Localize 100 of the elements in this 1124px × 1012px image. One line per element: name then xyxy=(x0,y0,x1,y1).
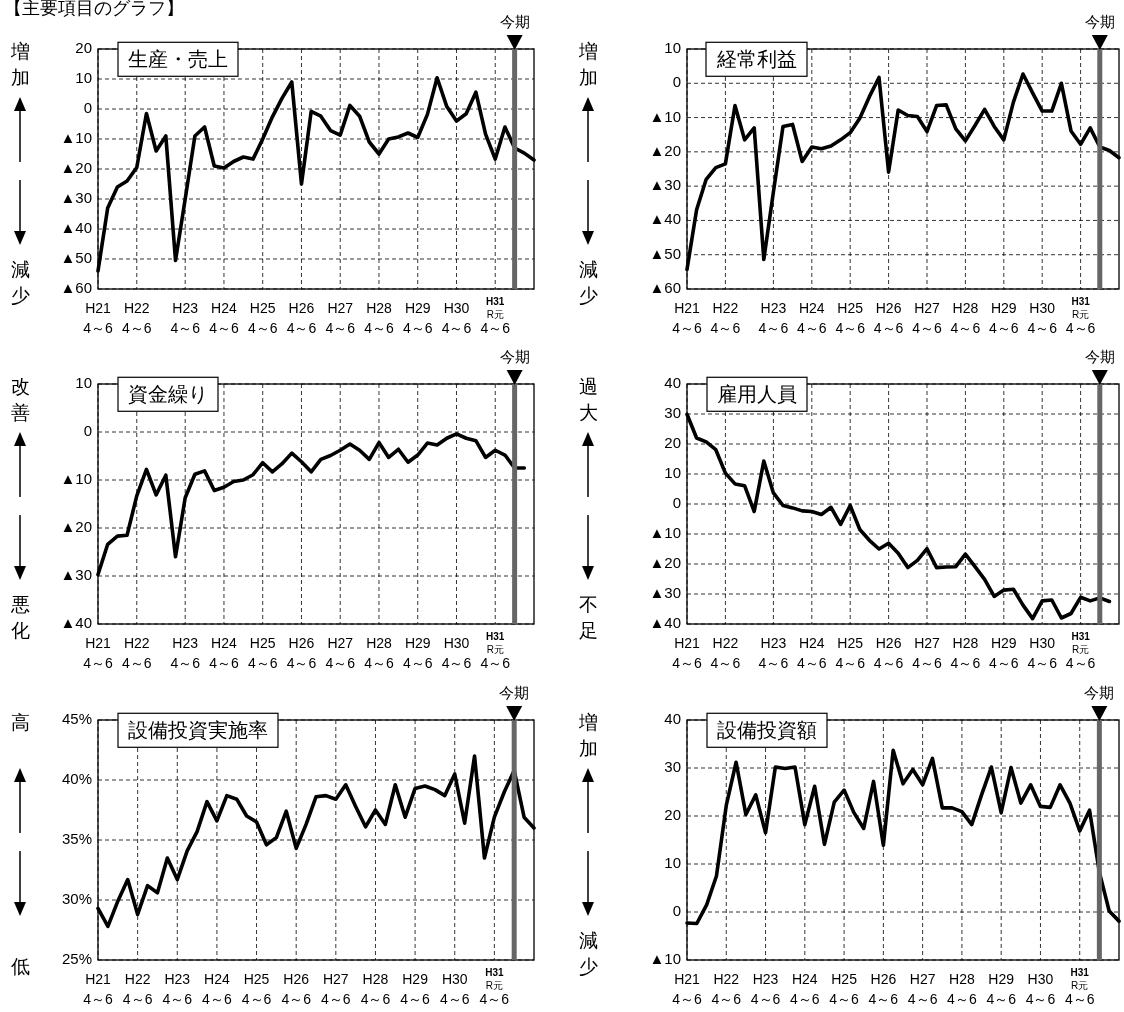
y-tick-label: ▲30 xyxy=(60,565,92,583)
x-tick-label: H22 4～6 xyxy=(710,634,741,671)
x-tick-label: H27 4～6 xyxy=(912,634,942,671)
x-tick-label: H26 4～6 xyxy=(281,970,312,1007)
y-tick-label: 30 xyxy=(664,403,681,421)
x-tick-label: H27 4～6 xyxy=(325,634,356,671)
y-tick-label: ▲20 xyxy=(649,141,681,159)
text: 悪化 xyxy=(9,594,30,641)
y-tick-label: ▲30 xyxy=(60,188,92,206)
x-tick-label: H26 4～6 xyxy=(873,634,904,671)
x-tick-label: H25 4～6 xyxy=(247,634,278,671)
text: 減少 xyxy=(578,930,598,977)
x-tick-label: H30 4～6 xyxy=(441,634,472,671)
x-tick-label: H26 4～6 xyxy=(286,299,317,336)
x-tick-label: H27 4～6 xyxy=(907,970,938,1007)
x-tick-label: H27 4～6 xyxy=(321,970,351,1007)
x-tick-label: H29 4～6 xyxy=(402,299,433,336)
y-tick-label: 0 xyxy=(83,421,92,439)
x-tick-label: H28 4～6 xyxy=(364,634,394,671)
text: 増加 xyxy=(577,41,598,88)
x-tick-label: H27 4～6 xyxy=(325,299,356,336)
x-tick-label: H25 4～6 xyxy=(829,970,860,1007)
x-tick-label: H24 4～6 xyxy=(202,970,232,1007)
y-tick-label: 0 xyxy=(672,901,681,919)
chart-title: 設備投資額 xyxy=(717,719,817,742)
x-tick-label: H21 4～6 xyxy=(672,970,702,1007)
y-tick-label: ▲50 xyxy=(649,244,681,262)
x-tick-label: H21 4～6 xyxy=(83,634,113,671)
y-tick-label: ▲30 xyxy=(649,176,681,194)
text: 今期 xyxy=(1084,13,1115,30)
y-tick-label: ▲20 xyxy=(60,158,92,176)
x-tick-label: H22 4～6 xyxy=(121,634,152,671)
x-tick-label: H26 4～6 xyxy=(868,970,899,1007)
x-tick-label: H30 4～6 xyxy=(441,299,472,336)
y-tick-label: 10 xyxy=(664,463,681,481)
y-tick-label: 40 xyxy=(664,373,681,391)
x-tick-label: H29 4～6 xyxy=(986,970,1017,1007)
y-tick-label: ▲60 xyxy=(649,278,681,296)
x-tick-label: H22 4～6 xyxy=(122,970,153,1007)
text: 低 xyxy=(10,956,30,977)
x-tick-label: H31 R元 4～6 xyxy=(479,966,510,1007)
y-tick-label: ▲20 xyxy=(60,517,92,535)
x-tick-label: H29 4～6 xyxy=(400,970,431,1007)
y-tick-label: 10 xyxy=(75,68,92,86)
x-tick-label: H22 4～6 xyxy=(121,299,152,336)
x-tick-label: H25 4～6 xyxy=(247,299,278,336)
y-tick-label: ▲40 xyxy=(60,613,92,631)
text: 増加 xyxy=(9,41,30,88)
text: 改善 xyxy=(10,376,30,423)
x-tick-label: H31 R元 4～6 xyxy=(1065,630,1096,671)
x-tick-label: H31 R元 4～6 xyxy=(1064,966,1095,1007)
x-tick-label: H31 R元 4～6 xyxy=(1065,295,1096,336)
text: 減少 xyxy=(578,259,598,306)
x-tick-label: H24 4～6 xyxy=(790,970,820,1007)
text: 今期 xyxy=(499,13,530,30)
x-tick-label: H30 4～6 xyxy=(1025,970,1056,1007)
text: 今期 xyxy=(1084,684,1115,701)
y-tick-label: 25% xyxy=(61,949,92,967)
x-tick-label: H30 4～6 xyxy=(1027,634,1058,671)
x-tick-label: H28 4～6 xyxy=(950,634,981,671)
x-tick-label: H31 R元 4～6 xyxy=(480,295,511,336)
x-tick-label: H21 4～6 xyxy=(672,634,702,671)
text: 高 xyxy=(10,712,30,733)
y-tick-label: 45% xyxy=(61,709,92,727)
x-tick-label: H31 R元 4～6 xyxy=(480,630,511,671)
x-tick-label: H21 4～6 xyxy=(83,299,113,336)
y-tick-label: ▲10 xyxy=(649,107,681,125)
y-tick-label: ▲10 xyxy=(60,469,92,487)
y-tick-label: 20 xyxy=(664,805,681,823)
x-tick-label: H26 4～6 xyxy=(286,634,317,671)
y-tick-label: ▲50 xyxy=(60,248,92,266)
text: 今期 xyxy=(499,348,530,365)
y-tick-label: 0 xyxy=(672,73,681,91)
x-tick-label: H28 4～6 xyxy=(360,970,391,1007)
x-tick-label: H24 4～6 xyxy=(797,299,827,336)
x-tick-label: H30 4～6 xyxy=(439,970,470,1007)
x-tick-label: H22 4～6 xyxy=(711,970,742,1007)
x-tick-label: H24 4～6 xyxy=(209,634,239,671)
chart-title: 資金繰り xyxy=(128,383,208,406)
y-tick-label: 30 xyxy=(664,757,681,775)
chart-title: 生産・売上 xyxy=(128,48,228,71)
y-tick-label: ▲10 xyxy=(60,128,92,146)
x-tick-label: H23 4～6 xyxy=(170,634,201,671)
x-tick-label: H21 4～6 xyxy=(672,299,702,336)
text: 過大 xyxy=(578,376,598,423)
y-tick-label: 40% xyxy=(61,769,92,787)
chart-title: 経常利益 xyxy=(716,48,797,71)
x-tick-label: H23 4～6 xyxy=(170,299,201,336)
y-tick-label: ▲30 xyxy=(649,583,681,601)
x-tick-label: H21 4～6 xyxy=(83,970,113,1007)
y-tick-label: ▲10 xyxy=(649,523,681,541)
x-tick-label: H29 4～6 xyxy=(989,299,1019,336)
y-tick-label: ▲40 xyxy=(60,218,92,236)
y-tick-label: 35% xyxy=(61,829,92,847)
x-tick-label: H28 4～6 xyxy=(947,970,977,1007)
x-tick-label: H26 4～6 xyxy=(873,299,904,336)
x-tick-label: H22 4～6 xyxy=(710,299,741,336)
y-tick-label: ▲60 xyxy=(60,278,92,296)
y-tick-label: 0 xyxy=(672,493,681,511)
chart-title: 設備投資実施率 xyxy=(128,719,268,742)
